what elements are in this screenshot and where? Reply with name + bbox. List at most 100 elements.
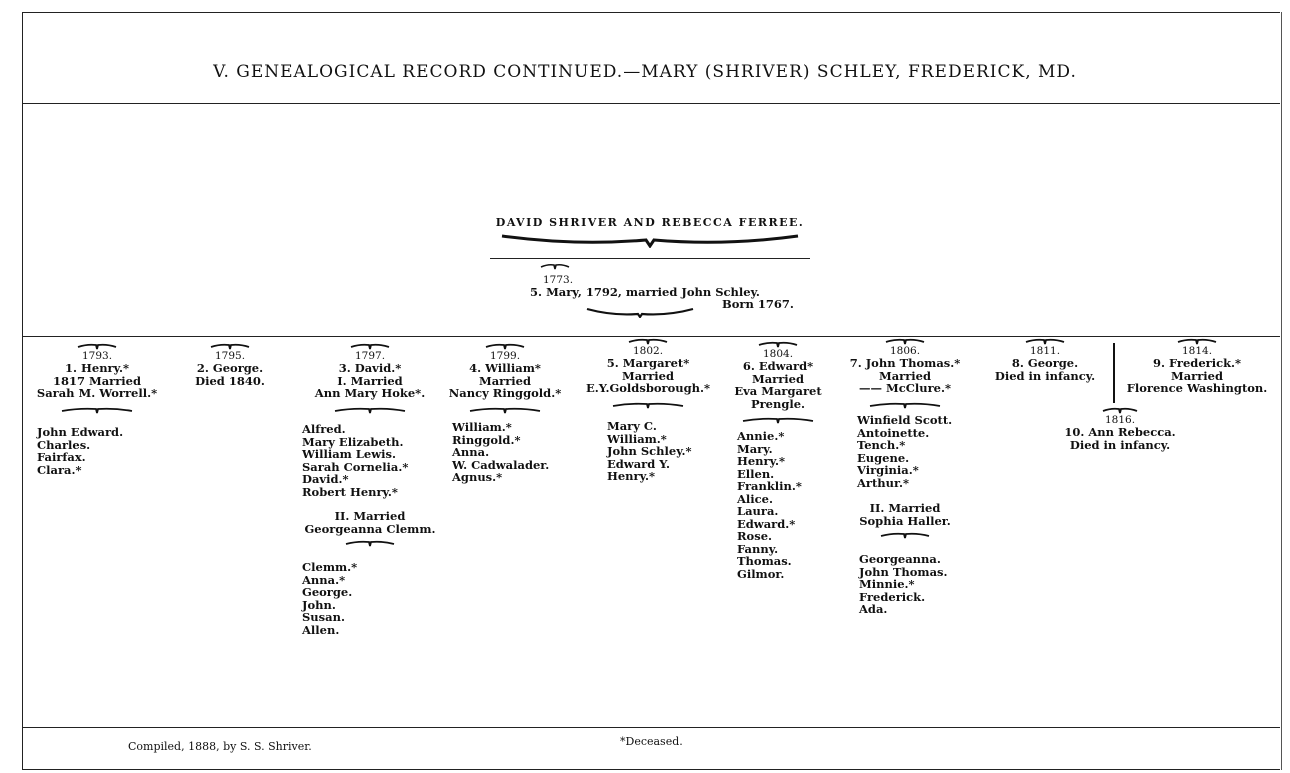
- child-name: Edward Y.: [607, 456, 670, 471]
- deceased-note: *Deceased.: [620, 735, 683, 748]
- child-name: Laura.: [737, 504, 779, 518]
- child-name: Susan.: [302, 610, 345, 624]
- person-entry: 5. Margaret*: [606, 356, 690, 370]
- person-entry: 7. John Thomas.*: [849, 356, 961, 370]
- brace-icon: [758, 341, 798, 348]
- person-entry: Died 1840.: [195, 373, 265, 388]
- child-name: Charles.: [37, 437, 91, 452]
- child-name: Gilmor.: [737, 566, 785, 581]
- child-name: Robert Henry.*: [302, 484, 398, 499]
- brace-icon: [1102, 407, 1138, 414]
- brace-icon: [77, 343, 117, 350]
- generation-rule: [22, 336, 1280, 337]
- child-name: Thomas.: [737, 554, 792, 568]
- birth-year: 1811.: [1029, 345, 1061, 357]
- child-name: Clara.*: [37, 462, 82, 477]
- brace-icon: [628, 338, 668, 345]
- birth-year: 1795.: [214, 350, 246, 362]
- mary-year: 1773.: [542, 274, 574, 286]
- second-marriage: Sophia Haller.: [859, 513, 951, 528]
- child-name: George.: [302, 585, 353, 599]
- child-name: Rose.: [737, 529, 773, 543]
- person-entry: Married: [878, 368, 932, 383]
- brace-icon: [885, 338, 925, 345]
- brace-icon: [61, 407, 133, 413]
- child-name: Virginia.*: [857, 463, 919, 477]
- child-name: Clemm.*: [302, 560, 358, 574]
- child-name: John Schley.*: [607, 444, 692, 458]
- brace-icon: [612, 402, 684, 408]
- top-rule: [22, 12, 1280, 13]
- person-entry: Married: [751, 371, 805, 386]
- parents-heading: DAVID SHRIVER AND REBECCA FERREE.: [495, 216, 805, 229]
- child-name: Ellen.: [737, 466, 775, 481]
- child-name: Henry.*: [737, 454, 785, 468]
- child-name: Ada.: [859, 602, 888, 616]
- person-entry: 4. William*: [469, 361, 541, 375]
- person-entry: Florence Washington.: [1126, 381, 1268, 395]
- second-marriage: II. Married: [869, 501, 941, 515]
- child-name: Anna.*: [302, 572, 346, 587]
- page-title: V. GENEALOGICAL RECORD CONTINUED.—MARY (…: [213, 62, 1077, 82]
- child-name: Allen.: [302, 622, 340, 637]
- child-name: Arthur.*: [857, 475, 910, 490]
- person-entry: 6. Edward*: [742, 359, 814, 373]
- brace-icon: [210, 343, 250, 350]
- child-name: Annie.*: [737, 429, 785, 443]
- person-entry: Sarah M. Worrell.*: [36, 386, 158, 400]
- person-entry: 1. Henry.*: [65, 361, 129, 375]
- connector-line: [1113, 343, 1115, 403]
- brace-icon: [1025, 338, 1065, 345]
- child-name: Mary C.: [607, 419, 657, 433]
- person-entry: 2. George.: [196, 361, 264, 375]
- child-name: Franklin.*: [737, 479, 802, 493]
- person-entry: Nancy Ringgold.*: [448, 386, 562, 400]
- person-entry: Married: [1170, 368, 1224, 383]
- child-name: Sarah Cornelia.*: [302, 459, 409, 474]
- child-name: Antoinette.: [857, 425, 930, 440]
- child-name: Anna.: [452, 445, 490, 459]
- brace-icon: [742, 417, 814, 424]
- person-entry: E.Y.Goldsborough.*: [585, 381, 711, 395]
- brace-icon: [345, 540, 395, 547]
- person-entry: Died in infancy.: [994, 368, 1096, 383]
- mary-born: Born 1767.: [722, 297, 794, 311]
- person-entry: —— McClure.*: [858, 381, 952, 395]
- birth-year: 1804.: [762, 348, 794, 360]
- second-marriage: Georgeanna Clemm.: [304, 521, 436, 536]
- title-rule: [22, 103, 1280, 104]
- child-name: W. Cadwalader.: [452, 457, 550, 472]
- child-name: Ringgold.*: [452, 432, 521, 447]
- child-name: William.*: [452, 420, 512, 434]
- brace-icon: [350, 343, 390, 350]
- birth-year: 1799.: [489, 350, 521, 362]
- page-frame: [22, 12, 1282, 770]
- child-name: Eugene.: [857, 450, 910, 465]
- child-name: Tench.*: [857, 438, 906, 452]
- parents-rule: [490, 258, 810, 259]
- child-name: Georgeanna.: [859, 552, 941, 566]
- brace-icon: [586, 307, 694, 318]
- person-entry: 9. Frederick.*: [1152, 356, 1242, 370]
- birth-year: 1816.: [1104, 414, 1136, 426]
- person-entry: Died in infancy.: [1069, 437, 1171, 452]
- person-entry: Prengle.: [750, 396, 806, 411]
- compiled-note: Compiled, 1888, by S. S. Shriver.: [128, 740, 312, 753]
- child-name: Edward.*: [737, 516, 796, 531]
- child-name: Alice.: [737, 491, 773, 506]
- person-entry: Married: [478, 373, 532, 388]
- child-name: Frederick.: [859, 589, 926, 604]
- child-name: John Edward.: [37, 425, 124, 439]
- large-brace: [501, 234, 799, 248]
- child-name: Minnie.*: [859, 577, 915, 591]
- brace-icon: [469, 407, 541, 413]
- footer-rule: [22, 727, 1280, 728]
- person-entry: Married: [621, 368, 675, 383]
- brace-icon: [880, 532, 930, 539]
- person-entry: Eva Margaret: [734, 384, 822, 398]
- brace-icon: [869, 402, 941, 408]
- brace-icon: [485, 343, 525, 350]
- child-name: John.: [302, 597, 336, 612]
- child-name: Fairfax.: [37, 450, 86, 464]
- child-name: Winfield Scott.: [857, 413, 953, 427]
